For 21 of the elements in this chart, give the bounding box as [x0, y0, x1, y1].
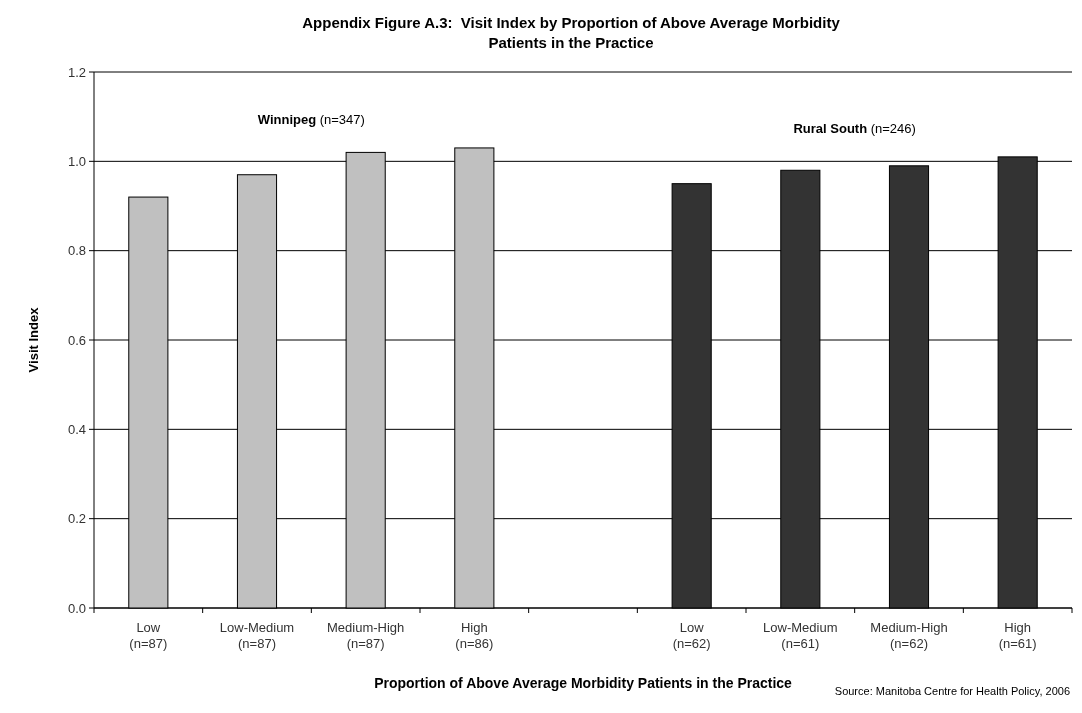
x-tick-label: Low-Medium (n=87) — [219, 620, 295, 651]
x-tick-label: Medium-High (n=62) — [870, 620, 948, 651]
text: Rural South (n=246) — [793, 120, 916, 136]
series-label: Winnipeg (n=347) — [257, 111, 365, 127]
x-tick-label: Low (n=62) — [672, 620, 711, 651]
y-axis-title: Visit Index — [26, 306, 41, 373]
x-tick-label: High (n=86) — [455, 620, 494, 651]
y-tick-label: 1.0 — [67, 153, 86, 169]
chart-title: Appendix Figure A.3: Visit Index by Proportion of Above Average Morbidity Patients in the Practice — [302, 14, 841, 51]
x-tick-label: Low (n=87) — [129, 620, 168, 651]
y-tick-label: 0.8 — [67, 243, 86, 259]
y-tick-label: 0.2 — [67, 511, 86, 527]
x-axis-title: Proportion of Above Average Morbidity Patients in the Practice — [374, 675, 793, 691]
x-tick-label: High (n=61) — [998, 620, 1037, 651]
y-tick-label: 0.4 — [67, 421, 86, 437]
x-tick-label: Low-Medium (n=61) — [763, 620, 838, 651]
y-tick-label: 0.0 — [67, 600, 86, 616]
y-tick-label: 0.6 — [67, 332, 86, 348]
source-note: Source: Manitoba Centre for Health Policy, 2006 — [834, 685, 1070, 697]
y-tick-label: 1.2 — [67, 64, 86, 80]
x-tick-label: Medium-High (n=87) — [327, 620, 405, 651]
